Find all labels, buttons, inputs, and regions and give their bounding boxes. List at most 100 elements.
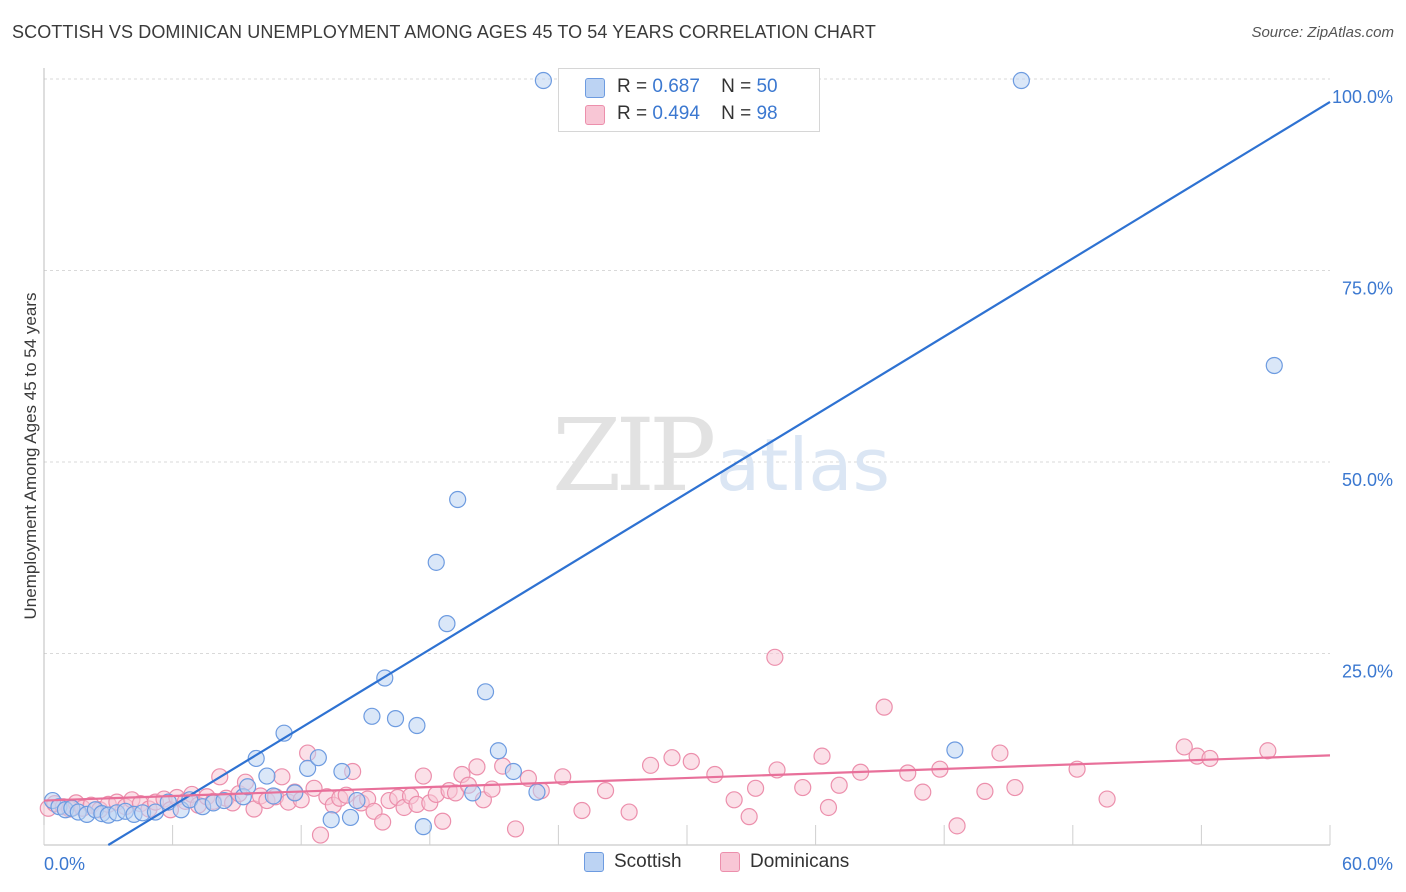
scottish-r-value: 0.687 [652,76,700,97]
watermark-zip: ZIP [552,397,713,514]
dominican-trend-line [43,754,1331,802]
scottish-point [534,71,552,90]
scottish-point [363,707,381,725]
scottish-point [504,762,522,781]
correlation-legend: R = 0.687 N = 50 R = 0.494 N = 98 [558,68,820,132]
scottish-point [449,490,467,509]
dominican-point [1098,790,1116,808]
scottish-point [348,791,366,810]
dominican-point [1259,742,1277,760]
scottish-legend-swatch [584,852,604,872]
gridlines [44,78,1330,654]
dominican-n-label: N = [721,103,752,124]
scottish-point [309,749,327,767]
dominican-r-label: R = [617,103,648,124]
dominican-n-value: 98 [756,103,778,124]
dominican-point [468,758,486,776]
dominican-point [830,776,848,794]
y-tick-label: 50.0% [1342,470,1393,490]
dominican-swatch [585,105,605,125]
dominican-legend-swatch [720,852,740,872]
y-tick-label: 25.0% [1342,662,1393,682]
dominican-point [311,826,330,844]
scottish-point [264,787,282,805]
scottish-point [464,784,482,802]
dominican-point [819,798,838,817]
scottish-point [528,783,546,801]
scottish-trend-line [107,101,1331,846]
legend-item-scottish[interactable]: Scottish [584,851,682,873]
dominican-point [682,752,700,771]
dominican-point [641,756,660,774]
scottish-point [341,808,360,827]
scottish-point [239,778,257,796]
scottish-point [215,791,233,810]
scottish-stats: R = 0.687 N = 50 [617,73,778,101]
dominican-point [740,808,758,826]
dominican-point [746,779,765,797]
scottish-point [946,741,964,759]
chart-title: SCOTTISH VS DOMINICAN UNEMPLOYMENT AMONG… [12,22,876,42]
x-tick-label: 60.0% [1342,854,1393,874]
dominican-point [725,791,743,809]
y-tick-label: 75.0% [1342,279,1393,299]
dominican-point [794,778,812,797]
scottish-point [414,818,432,836]
trend-lines [43,101,1331,846]
dominican-legend-label: Dominicans [750,851,850,872]
dominican-point [948,817,966,835]
dominican-point [620,803,638,821]
scottish-swatch [585,78,605,98]
dominican-point [899,764,917,782]
scottish-point [258,767,276,785]
dominican-r-value: 0.494 [652,103,700,124]
dominican-point [1175,738,1193,756]
scottish-n-value: 50 [756,76,778,97]
dominican-point [506,820,525,838]
scottish-point [1012,71,1030,90]
dominican-point [483,780,501,798]
dominican-point [596,782,615,800]
dominican-point [573,801,591,820]
dominican-point [875,698,893,716]
scottish-point [427,553,445,571]
dominican-point [706,765,724,784]
y-axis-label: Unemployment Among Ages 45 to 54 years [21,293,40,620]
dominican-point [434,812,452,830]
scottish-point [386,710,405,728]
scottish-legend-label: Scottish [614,851,682,872]
dominican-point [813,747,831,765]
dominican-point [976,782,994,800]
tick-labels: 25.0% 50.0% 75.0% 100.0% 0.0% 60.0% [44,87,1393,874]
source-label: Source: ZipAtlas.com [1251,24,1394,41]
y-tick-label: 100.0% [1332,87,1393,107]
scottish-point [322,811,340,829]
scottish-point [299,759,317,778]
scottish-point [333,762,351,781]
dominican-point [554,768,572,786]
watermark: ZIP atlas [552,397,890,514]
scottish-points [43,71,1283,836]
dominican-point [1006,778,1024,797]
scottish-point [438,615,456,633]
legend-item-dominicans[interactable]: Dominicans [720,851,849,873]
scottish-r-label: R = [617,76,648,97]
dominican-point [273,768,291,786]
watermark-atlas: atlas [716,423,890,507]
scottish-point [489,742,507,760]
scottish-point [1265,356,1283,375]
scottish-n-label: N = [721,76,752,97]
scottish-point [247,749,265,768]
dominican-point [446,784,465,802]
scottish-point [476,683,495,701]
dominican-point [766,648,784,666]
scottish-point [408,716,426,735]
dominican-point [374,813,392,831]
dominican-point [663,749,681,767]
dominican-points [39,648,1277,844]
dominican-point [991,744,1009,762]
dominican-point [414,767,432,785]
dominican-point [914,783,932,801]
x-tick-label: 0.0% [44,854,85,874]
